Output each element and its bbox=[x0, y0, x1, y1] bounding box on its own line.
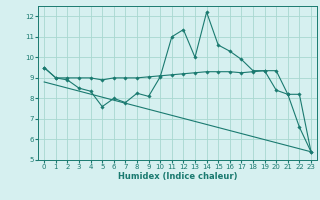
X-axis label: Humidex (Indice chaleur): Humidex (Indice chaleur) bbox=[118, 172, 237, 181]
